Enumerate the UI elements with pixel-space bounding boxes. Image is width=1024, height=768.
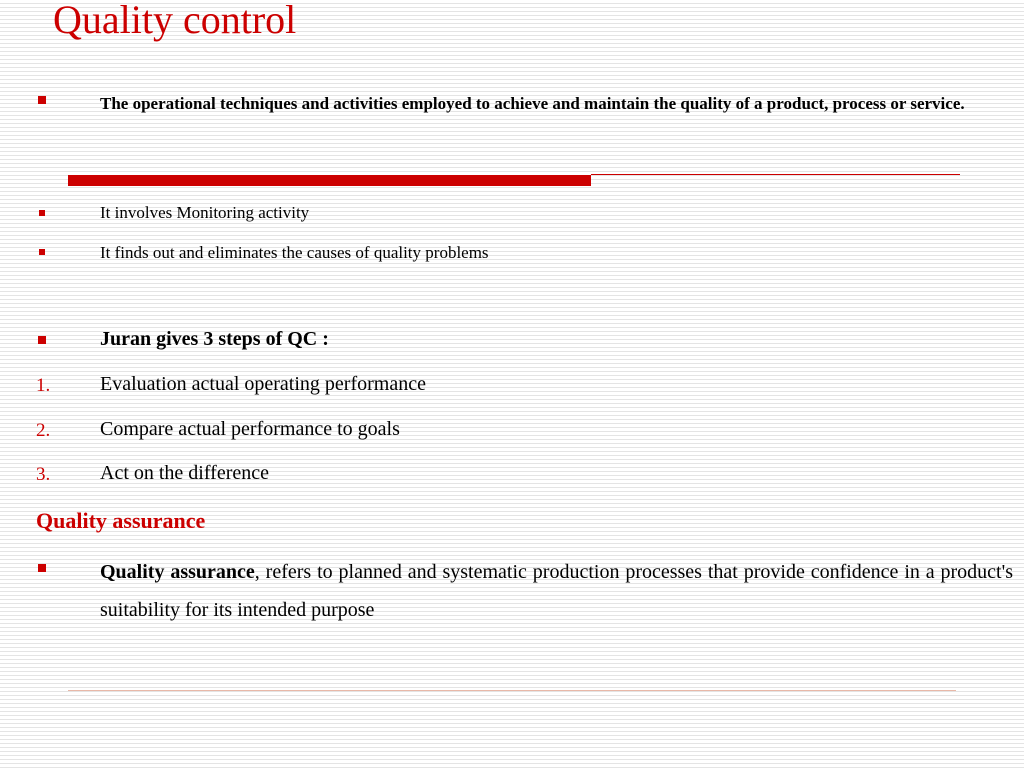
divider-bar (68, 175, 591, 186)
juran-heading: Juran gives 3 steps of QC : (100, 328, 329, 350)
definition-text: The operational techniques and activitie… (100, 94, 965, 113)
step-number: 3. (36, 464, 51, 485)
square-bullet-icon (39, 249, 45, 255)
qa-paragraph: Quality assurance, refers to planned and… (100, 553, 1013, 629)
square-bullet-icon (38, 96, 46, 104)
qa-heading: Quality assurance (36, 508, 206, 533)
footer-line (68, 690, 956, 691)
divider-line (591, 174, 960, 175)
step-text: Act on the difference (100, 462, 269, 484)
point-causes: It finds out and eliminates the causes o… (100, 243, 489, 262)
square-bullet-icon (38, 336, 46, 344)
point-monitoring: It involves Monitoring activity (100, 203, 310, 222)
square-bullet-icon (38, 564, 46, 572)
step-number: 2. (36, 420, 51, 441)
step-text: Evaluation actual operating performance (100, 373, 426, 395)
step-text: Compare actual performance to goals (100, 418, 400, 440)
square-bullet-icon (39, 210, 45, 216)
qa-text: , refers to planned and systematic produ… (100, 561, 1014, 621)
qa-term: Quality assurance (100, 561, 255, 583)
slide-title: Quality control (53, 0, 297, 42)
step-number: 1. (36, 375, 51, 396)
